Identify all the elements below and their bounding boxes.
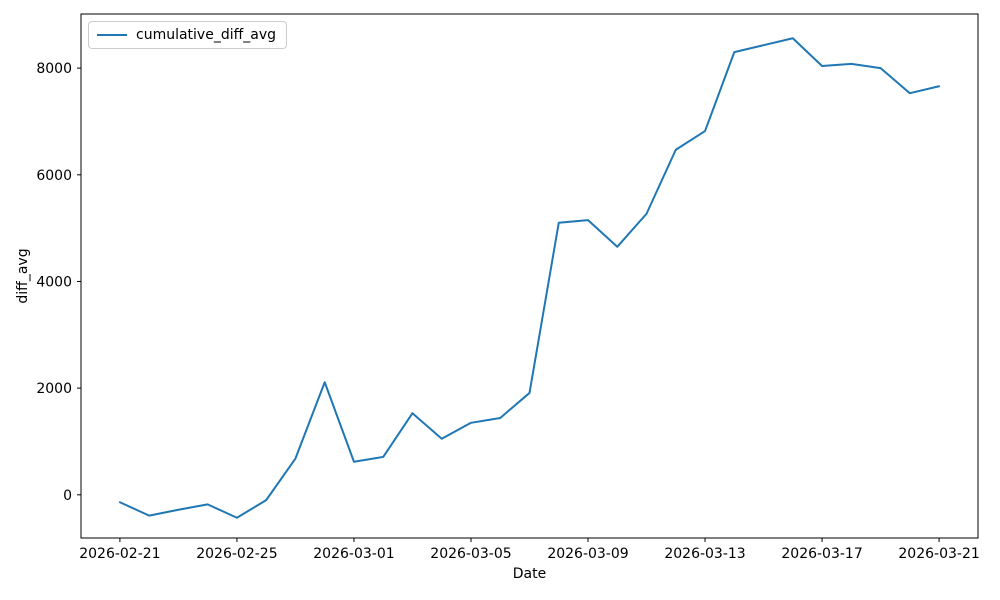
y-tick-label: 4000 [36, 274, 72, 290]
y-axis-title: diff_avg [15, 248, 31, 304]
y-tick-label: 8000 [36, 61, 72, 77]
legend-label: cumulative_diff_avg [136, 27, 276, 43]
series-cumulative-diff-avg [118, 37, 941, 519]
x-tick-label: 2026-03-21 [898, 546, 979, 562]
y-tick-label: 0 [63, 488, 72, 504]
axes-frame [80, 13, 979, 539]
y-tick-label: 2000 [36, 381, 72, 397]
x-tick-label: 2026-02-21 [79, 546, 160, 562]
x-tick-label: 2026-03-05 [430, 546, 511, 562]
x-tick-label: 2026-02-25 [196, 546, 277, 562]
x-tick-label: 2026-03-17 [781, 546, 862, 562]
legend-line-sample [97, 34, 127, 36]
legend: cumulative_diff_avg [88, 21, 287, 49]
x-tick-label: 2026-03-09 [547, 546, 628, 562]
y-tick-label: 6000 [36, 168, 72, 184]
x-tick-label: 2026-03-01 [313, 546, 394, 562]
x-tick-label: 2026-03-13 [664, 546, 745, 562]
x-axis-title: Date [512, 566, 547, 582]
